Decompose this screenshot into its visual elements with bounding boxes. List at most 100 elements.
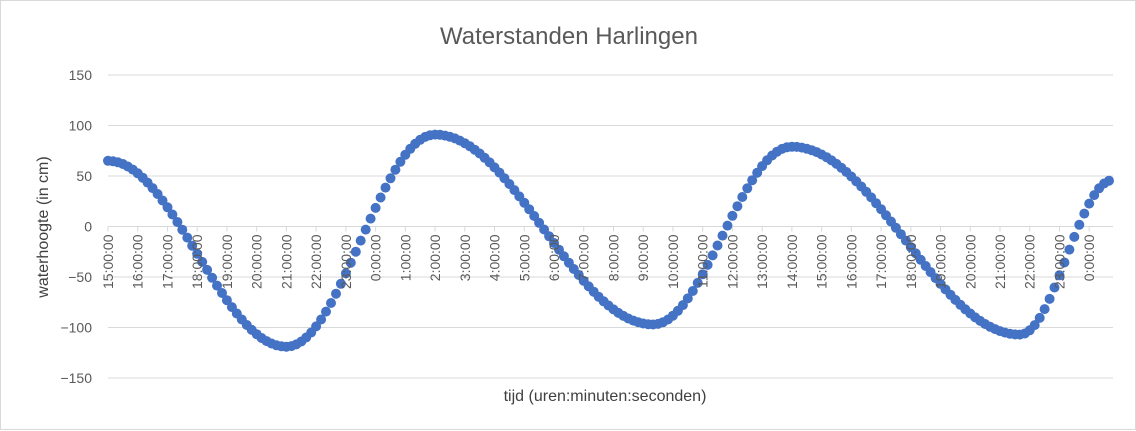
data-point (707, 250, 718, 261)
data-point (717, 230, 728, 241)
x-tick-label: 21:00:00 (992, 234, 1008, 289)
y-tick-label: −150 (60, 370, 92, 386)
data-point (316, 314, 327, 325)
x-tick-label: 15:00:00 (100, 234, 116, 289)
x-tick-label: 20:00:00 (249, 234, 265, 289)
x-tick-labels: 15:00:00 16:00:00 17:00:00 18:00:00 19:00:00… (100, 226, 1097, 289)
data-point (1029, 320, 1040, 331)
data-point (365, 213, 376, 224)
x-tick-label: 4:00:00 (487, 234, 503, 281)
data-point (221, 295, 232, 306)
data-point (345, 257, 356, 268)
y-tick-label: 100 (69, 118, 93, 134)
data-point (385, 173, 396, 184)
x-tick-label: 6:00:00 (546, 234, 562, 281)
x-tick-label: 21:00:00 (278, 234, 294, 289)
x-tick-label: 22:00:00 (308, 234, 324, 289)
data-point (167, 209, 178, 220)
y-tick-label: 50 (76, 168, 92, 184)
data-point (1059, 257, 1070, 268)
data-point (692, 277, 703, 288)
y-tick-label: 150 (69, 67, 93, 83)
data-point (747, 175, 758, 186)
data-point (311, 321, 322, 332)
data-point (217, 288, 227, 298)
data-point (192, 248, 203, 259)
y-tick-label: −100 (60, 320, 92, 336)
data-point (712, 240, 723, 251)
data-point (1074, 219, 1085, 230)
x-tick-label: 18:00:00 (189, 234, 205, 289)
x-tick-label: 17:00:00 (873, 234, 889, 289)
data-point (1064, 244, 1075, 255)
data-points (103, 129, 1114, 352)
data-point (395, 156, 406, 167)
x-axis-label: tijd (uren:minuten:seconden) (504, 388, 707, 405)
data-point (212, 280, 222, 291)
y-axis-label: waterhoogte (in cm) (35, 156, 52, 298)
x-tick-label: 16:00:00 (130, 234, 146, 289)
data-point (1034, 312, 1045, 323)
data-point (390, 164, 401, 175)
y-tick-label: 0 (84, 219, 92, 235)
x-tick-label: 23:00:00 (338, 234, 354, 289)
x-tick-label: 5:00:00 (516, 234, 532, 281)
x-tick-label: 19:00:00 (219, 234, 235, 289)
x-tick-label: 22:00:00 (1022, 234, 1038, 289)
x-tick-label: 1:00:00 (397, 234, 413, 281)
data-point (326, 298, 336, 308)
data-point (331, 288, 341, 299)
x-tick-label: 13:00:00 (754, 234, 770, 289)
y-tick-labels: 150 100 50 0 −50 −100 −150 (60, 67, 92, 386)
data-point (737, 192, 748, 202)
data-point (321, 306, 331, 317)
data-point (1039, 304, 1050, 315)
x-tick-label: 8:00:00 (606, 234, 622, 281)
data-point (202, 264, 213, 275)
chart-title: Waterstanden Harlingen (440, 23, 698, 50)
data-point (1054, 270, 1065, 281)
x-tick-label: 3:00:00 (457, 234, 473, 281)
data-point (702, 259, 713, 270)
x-tick-label: 0:00:00 (368, 234, 384, 281)
data-point (732, 201, 743, 212)
data-point (375, 192, 386, 203)
x-tick-label: 15:00:00 (814, 234, 830, 289)
data-point (355, 235, 366, 246)
data-point (197, 256, 208, 267)
data-point (1079, 208, 1090, 219)
data-point (360, 224, 371, 235)
x-tick-label: 12:00:00 (724, 234, 740, 289)
data-point (177, 224, 188, 235)
y-tick-label: −50 (68, 269, 92, 285)
data-point (340, 268, 351, 279)
x-tick-label: 19:00:00 (933, 234, 949, 289)
data-point (162, 202, 173, 213)
data-point (182, 232, 193, 243)
x-tick-label: 14:00:00 (784, 234, 800, 289)
data-point (727, 210, 738, 221)
data-point (1049, 282, 1060, 293)
data-point (687, 286, 698, 296)
x-tick-label: 10:00:00 (665, 234, 681, 289)
data-point (722, 220, 733, 231)
data-point (380, 182, 391, 193)
x-tick-label: 7:00:00 (576, 234, 592, 281)
x-tick-label: 18:00:00 (903, 234, 919, 289)
x-tick-label: 0:00:00 (1081, 234, 1097, 281)
data-point (187, 240, 198, 251)
data-point (1044, 293, 1055, 304)
data-point (742, 183, 753, 194)
data-point (350, 246, 361, 257)
data-point (682, 293, 693, 304)
data-point (1084, 198, 1095, 209)
x-tick-label: 17:00:00 (160, 234, 176, 289)
x-tick-label: 11:00:00 (695, 234, 711, 288)
data-point (370, 202, 381, 213)
data-point (207, 272, 218, 283)
x-tick-label: 9:00:00 (635, 234, 651, 281)
x-tick-label: 20:00:00 (962, 234, 978, 289)
data-point (1069, 231, 1080, 242)
